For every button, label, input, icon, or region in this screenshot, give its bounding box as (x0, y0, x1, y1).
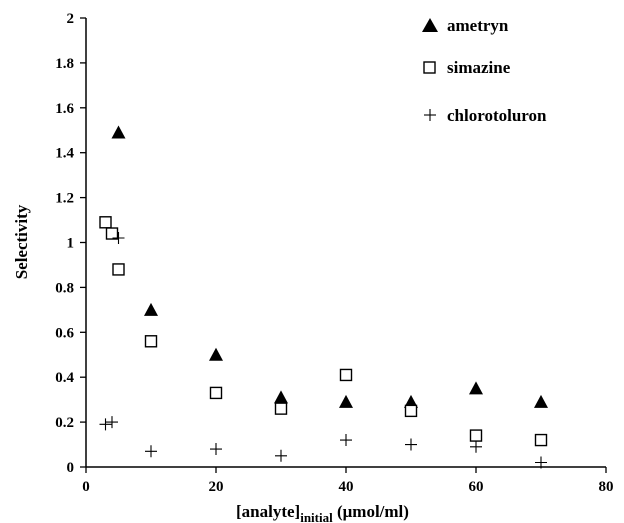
point-simazine (209, 386, 223, 400)
legend-label-simazine: simazine (447, 58, 511, 77)
legend: ametryn simazine chlorotoluron (422, 16, 547, 125)
point-ametryn (274, 390, 288, 404)
point-chlorotoluron (106, 416, 118, 429)
point-simazine (469, 429, 483, 442)
point-simazine (274, 402, 288, 415)
x-tick-label: 20 (209, 479, 224, 495)
y-tick-label: 0.8 (55, 280, 74, 296)
legend-marker-chlorotoluron (424, 109, 436, 121)
y-tick-label: 0.4 (55, 370, 74, 386)
ticks: 00.20.40.60.811.21.41.61.820 20 40 60 80 (55, 11, 613, 495)
point-chlorotoluron (405, 438, 417, 451)
legend-label-ametryn: ametryn (447, 16, 509, 35)
point-ametryn (534, 394, 548, 408)
point-ametryn (144, 302, 158, 316)
x-axis-title-main: [analyte] (236, 502, 300, 521)
y-tick-label: 0 (67, 460, 75, 476)
x-tick-label: 40 (339, 479, 354, 495)
point-simazine (99, 216, 112, 229)
y-tick-label: 0.2 (55, 415, 74, 431)
x-axis-title-units: (μmol/ml) (333, 502, 409, 521)
point-simazine (105, 227, 119, 240)
y-tick-label: 1 (67, 236, 75, 252)
data-marks (99, 125, 548, 469)
y-axis-title: Selectivity (12, 204, 31, 279)
point-chlorotoluron (99, 418, 112, 431)
x-axis-title-subscript: initial (300, 510, 333, 523)
legend-marker-simazine (423, 61, 436, 74)
point-ametryn (111, 125, 126, 139)
x-tick-label: 0 (82, 479, 90, 495)
point-simazine (112, 263, 125, 276)
x-tick-label: 60 (469, 479, 484, 495)
y-tick-label: 2 (67, 11, 75, 27)
point-chlorotoluron (112, 232, 125, 245)
legend-marker-ametryn (422, 18, 438, 32)
point-chlorotoluron (535, 456, 547, 469)
y-tick-label: 1.8 (55, 56, 74, 72)
point-ametryn (404, 394, 418, 408)
point-ametryn (339, 394, 353, 408)
legend-label-chlorotoluron: chlorotoluron (447, 106, 547, 125)
point-chlorotoluron (210, 443, 222, 456)
y-tick-label: 0.6 (55, 325, 74, 341)
point-simazine (144, 335, 158, 348)
point-ametryn (469, 381, 483, 395)
x-tick-label: 80 (599, 479, 614, 495)
point-ametryn (209, 347, 223, 361)
x-axis-title: [analyte]initial (μmol/ml) (236, 502, 409, 523)
point-chlorotoluron (470, 440, 482, 453)
point-chlorotoluron (340, 434, 352, 447)
y-tick-label: 1.2 (55, 191, 74, 207)
point-simazine (339, 368, 353, 382)
point-simazine (534, 433, 548, 447)
y-tick-label: 1.4 (55, 146, 74, 162)
point-chlorotoluron (275, 449, 287, 462)
point-chlorotoluron (145, 445, 157, 458)
point-simazine (404, 404, 418, 418)
y-tick-label: 1.6 (55, 101, 74, 117)
